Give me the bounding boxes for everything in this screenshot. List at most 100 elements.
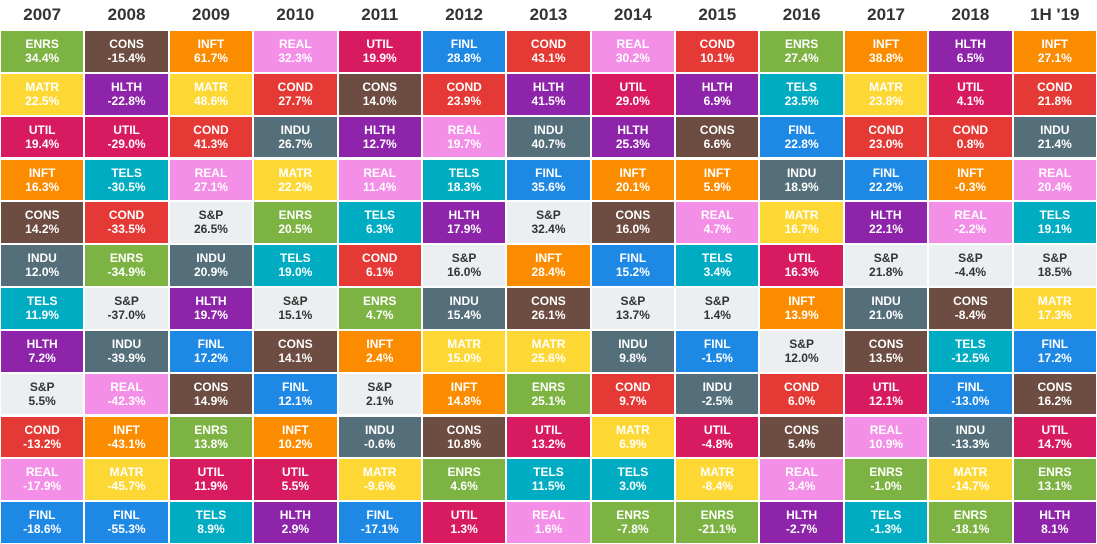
return-value: 14.7% [1037,436,1072,451]
sector-label: UTIL [788,251,815,266]
sector-label: HLTH [364,122,396,137]
return-value: 23.8% [869,93,904,108]
sector-cell: INDU 9.8% [590,329,676,373]
sector-cell: FINL 17.2% [1012,329,1097,373]
sector-cell: UTIL 19.9% [337,30,422,73]
return-value: 21.8% [1037,93,1072,108]
sector-cell: S&P 16.0% [421,244,507,287]
return-value: 14.2% [25,222,60,237]
sector-label: CONS [446,422,482,437]
return-value: 1.4% [703,308,731,322]
sector-label: HLTH [279,508,311,523]
sector-label: MATR [531,336,566,351]
sector-label: FINL [535,165,562,180]
return-value: 27.1% [1037,51,1072,65]
return-value: 25.6% [531,350,566,365]
return-value: 48.6% [193,93,228,108]
return-value: 41.3% [193,136,228,151]
return-value: 18.3% [447,179,482,194]
return-value: 22.2% [278,179,313,194]
sector-cell: INFT -43.1% [84,415,169,459]
sector-label: INFT [703,165,731,180]
sector-label: INDU [280,122,310,137]
sector-cell: MATR -14.7% [928,458,1013,502]
return-value: 2.9% [281,522,309,537]
sector-cell: INDU 15.4% [421,287,507,330]
return-value: 40.7% [531,136,566,151]
sector-cell: INDU 20.9% [168,244,254,287]
sector-cell: COND -13.2% [0,415,85,459]
return-value: 14.9% [193,393,228,408]
return-value: 6.5% [956,51,985,65]
sector-label: INFT [788,294,815,308]
return-value: 12.1% [278,393,313,408]
return-value: -55.3% [107,522,146,537]
return-value: -45.7% [107,479,146,494]
return-value: 10.8% [447,436,482,451]
sector-label: S&P [29,379,55,394]
sector-cell: UTIL -4.8% [675,415,760,459]
return-value: 19.9% [362,51,397,65]
return-value: 13.8% [193,436,228,451]
sector-label: HLTH [786,508,818,523]
sector-cell: TELS 11.5% [506,458,591,502]
sector-cell: REAL -42.3% [84,372,169,416]
return-value: 20.1% [615,179,650,194]
return-value: -1.3% [870,522,902,537]
return-value: 21.8% [869,265,904,280]
return-value: -12.5% [951,350,990,365]
sector-cell: ENRS 13.1% [1012,458,1097,502]
year-header: 2008 [107,5,146,24]
sector-label: CONS [953,294,988,308]
return-value: 19.1% [1037,222,1072,237]
return-value: 15.1% [278,308,313,322]
sector-label: UTIL [619,79,647,94]
sector-label: REAL [278,37,312,51]
sector-label: INDU [449,294,479,308]
return-value: -7.8% [617,522,649,537]
sector-label: S&P [873,251,899,266]
return-value: 34.4% [25,51,60,65]
return-value: -4.8% [701,436,733,451]
sector-cell: INFT 61.7% [168,30,254,73]
return-value: 6.9% [619,436,647,451]
sector-cell: ENRS -1.0% [843,458,929,502]
return-value: 13.5% [869,350,904,365]
sector-cell: HLTH 41.5% [506,72,591,116]
sector-cell: TELS 3.0% [590,458,676,502]
return-value: 9.8% [619,350,647,365]
sector-cell: S&P 18.5% [1012,244,1097,287]
sector-label: ENRS [447,465,481,480]
return-value: -8.4% [701,479,733,494]
sector-cell: COND 6.0% [759,372,844,416]
sector-label: S&P [198,208,224,223]
sector-cell: INDU -13.3% [928,415,1013,459]
sector-label: REAL [700,208,734,223]
sector-cell: S&P 1.4% [675,287,760,330]
return-value: 2.4% [366,350,394,365]
sector-label: MATR [25,79,60,94]
sector-cell: INFT 13.9% [759,287,844,330]
sector-label: COND [952,122,989,137]
return-value: 19.0% [278,265,313,280]
sector-label: INFT [113,422,140,437]
sector-cell: TELS 19.0% [253,244,338,287]
sector-cell: S&P 26.5% [168,201,254,245]
sector-label: MATR [447,336,481,351]
sector-label: MATR [278,165,313,180]
sector-cell: ENRS -21.1% [675,501,760,544]
sector-label: S&P [704,294,730,308]
return-value: 27.4% [784,51,819,65]
sector-label: S&P [282,294,308,308]
sector-label: CONS [531,294,566,308]
sector-cell: S&P 5.5% [0,372,85,416]
sector-label: FINL [872,165,900,180]
return-value: -17.1% [360,522,399,537]
sector-cell: UTIL 29.0% [590,72,676,116]
return-value: 12.7% [362,136,397,151]
sector-cell: CONS 14.0% [337,72,422,116]
sector-cell: INDU -39.9% [84,329,169,373]
sector-cell: ENRS 34.4% [0,30,85,73]
sector-label: TELS [701,251,733,266]
sector-cell: COND 27.7% [253,72,338,116]
